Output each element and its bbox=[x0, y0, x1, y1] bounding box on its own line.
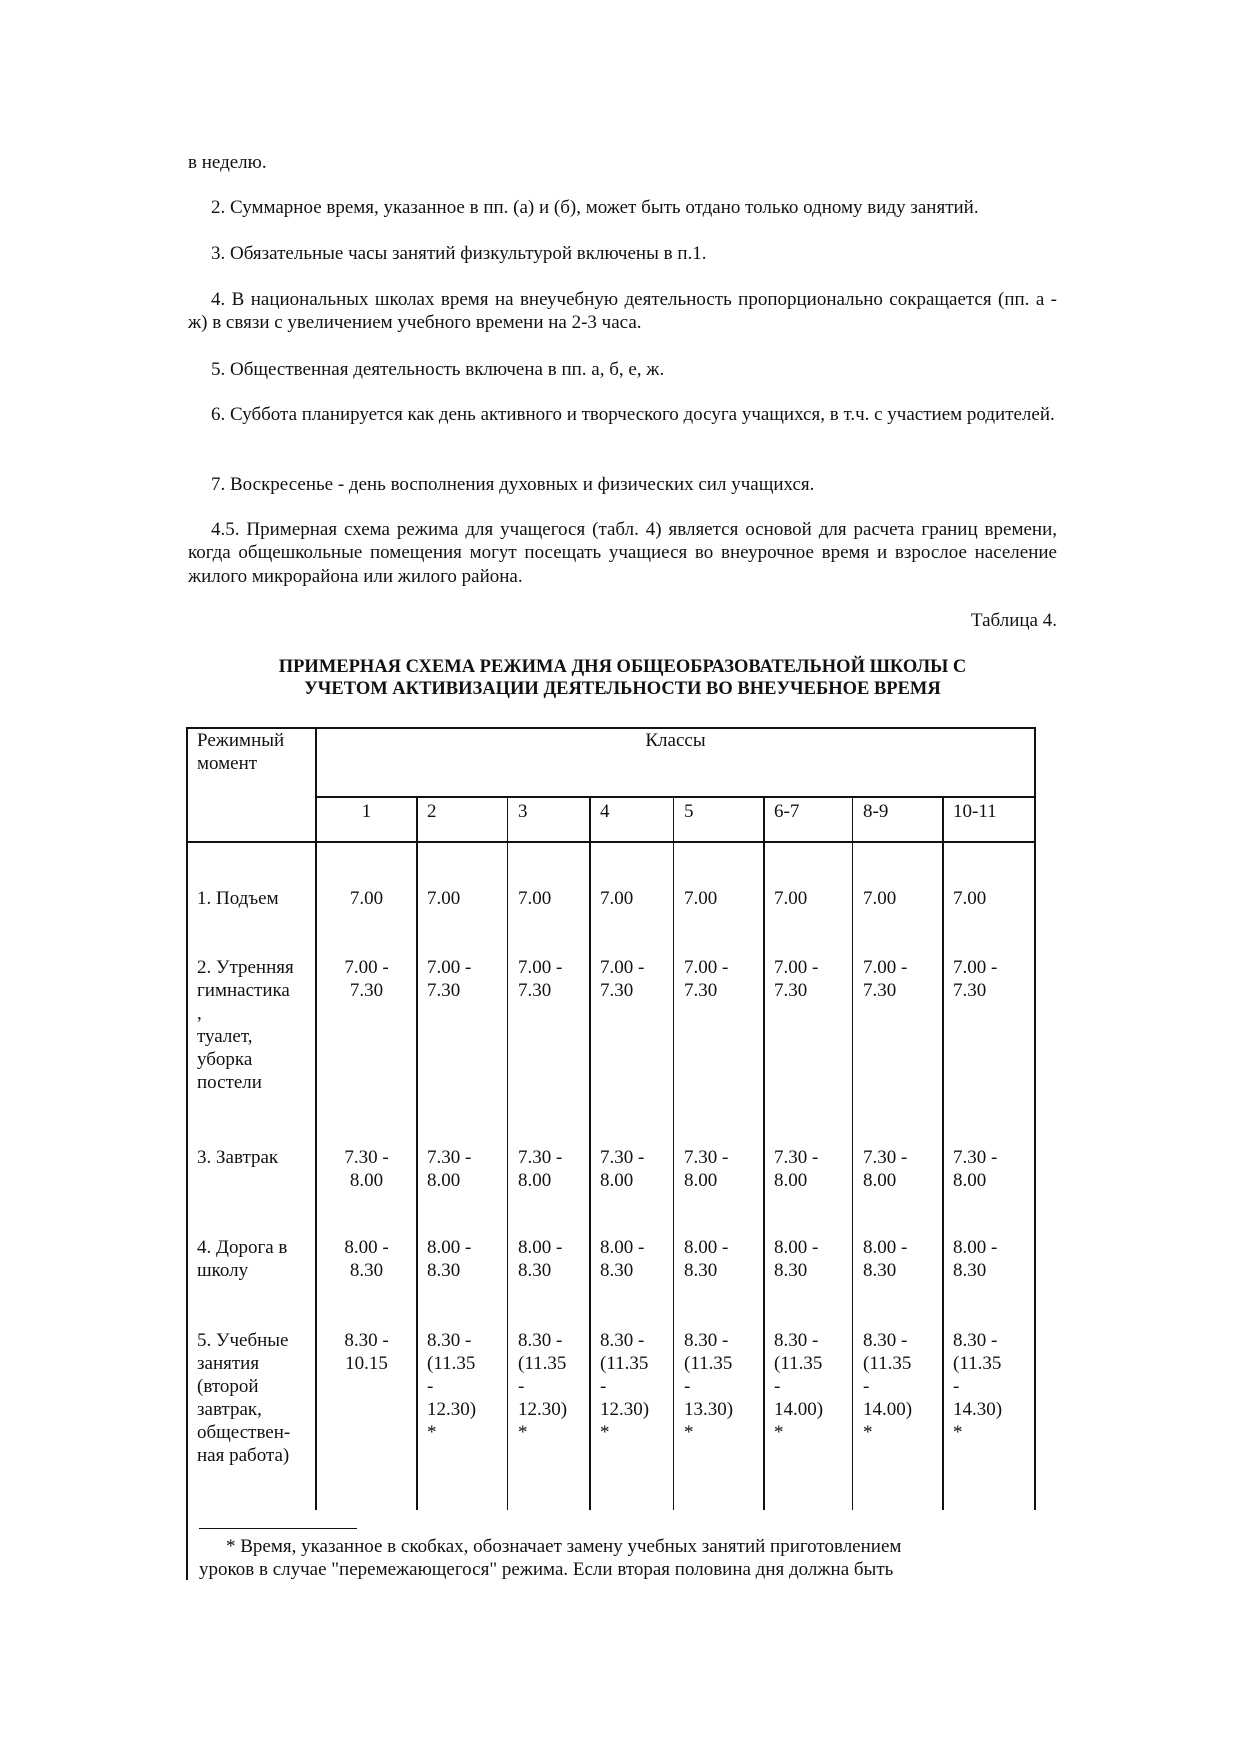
table-border-left bbox=[186, 727, 188, 1580]
paragraph: 2. Суммарное время, указанное в пп. (а) … bbox=[211, 197, 979, 218]
table-cell: 7.00 bbox=[600, 888, 634, 909]
class-header: 10-11 bbox=[953, 801, 997, 822]
header-moment: Режимный момент bbox=[197, 730, 285, 774]
class-header: 3 bbox=[518, 801, 528, 822]
table-cell: 8.00 - 8.30 bbox=[684, 1237, 729, 1281]
table-cell: 7.00 bbox=[953, 888, 987, 909]
class-header: 2 bbox=[427, 801, 437, 822]
row-label: 3. Завтрак bbox=[197, 1147, 279, 1168]
table-cell: 7.30 - 8.00 bbox=[518, 1147, 563, 1191]
class-header: 1 bbox=[361, 801, 372, 822]
table-cell: 8.30 - (11.35 - 12.30) * bbox=[427, 1330, 477, 1443]
column-divider bbox=[416, 796, 418, 1510]
table-cell: 8.30 - (11.35 - 12.30) * bbox=[600, 1330, 650, 1443]
table-cell: 7.00 bbox=[427, 888, 461, 909]
table-caption: Таблица 4. bbox=[970, 610, 1057, 631]
table-cell: 7.00 bbox=[518, 888, 552, 909]
class-header: 5 bbox=[684, 801, 694, 822]
table-title: ПРИМЕРНАЯ СХЕМА РЕЖИМА ДНЯ ОБЩЕОБРАЗОВАТ… bbox=[278, 657, 967, 677]
paragraph: в неделю. bbox=[188, 152, 267, 173]
column-divider bbox=[942, 796, 944, 1510]
table-cell: 8.00 - 8.30 bbox=[344, 1237, 389, 1281]
table-title: УЧЕТОМ АКТИВИЗАЦИИ ДЕЯТЕЛЬНОСТИ ВО ВНЕУЧ… bbox=[304, 679, 941, 699]
class-header: 8-9 bbox=[863, 801, 889, 822]
table-cell: 7.30 - 8.00 bbox=[600, 1147, 645, 1191]
row-label: 1. Подъем bbox=[197, 888, 279, 909]
table-cell: 8.00 - 8.30 bbox=[600, 1237, 645, 1281]
paragraph: 3. Обязательные часы занятий физкультуро… bbox=[211, 243, 707, 264]
table-cell: 7.30 - 8.00 bbox=[953, 1147, 998, 1191]
header-classes: Классы bbox=[645, 730, 706, 751]
column-divider bbox=[673, 796, 674, 1510]
table-cell: 8.00 - 8.30 bbox=[863, 1237, 908, 1281]
table-cell: 7.00 - 7.30 bbox=[518, 957, 563, 1001]
row-label: 4. Дорога в школу bbox=[197, 1237, 288, 1281]
table-cell: 8.00 - 8.30 bbox=[953, 1237, 998, 1281]
table-cell: 7.00 bbox=[349, 888, 384, 909]
footnote: уроков в случае "перемежающегося" режима… bbox=[199, 1559, 894, 1580]
table-cell: 7.30 - 8.00 bbox=[684, 1147, 729, 1191]
column-divider bbox=[763, 796, 765, 1510]
row-label: 2. Утренняя гимнастика , туалет, уборка … bbox=[197, 957, 294, 1093]
table-cell: 8.00 - 8.30 bbox=[518, 1237, 563, 1281]
table-cell: 7.30 - 8.00 bbox=[427, 1147, 472, 1191]
paragraph: 5. Общественная деятельность включена в … bbox=[211, 359, 665, 380]
table-cell: 8.00 - 8.30 bbox=[427, 1237, 472, 1281]
table-cell: 7.00 bbox=[863, 888, 897, 909]
paragraph: 6. Суббота планируется как день активног… bbox=[211, 404, 1055, 425]
table-cell: 7.00 bbox=[684, 888, 718, 909]
table-cell: 8.30 - 10.15 bbox=[344, 1330, 389, 1374]
table-cell: 8.30 - (11.35 - 14.00) * bbox=[863, 1330, 913, 1443]
column-divider bbox=[589, 796, 591, 1510]
column-divider bbox=[315, 727, 317, 1510]
table-cell: 8.30 - (11.35 - 14.30) * bbox=[953, 1330, 1003, 1443]
paragraph: 4. В национальных школах время на внеуче… bbox=[188, 289, 1057, 334]
table-cell: 7.00 - 7.30 bbox=[600, 957, 645, 1001]
column-divider bbox=[852, 796, 853, 1510]
table-border bbox=[187, 727, 1036, 729]
paragraph: 4.5. Примерная схема режима для учащегос… bbox=[188, 519, 1057, 587]
footnote-rule bbox=[199, 1528, 357, 1529]
table-cell: 7.30 - 8.00 bbox=[344, 1147, 389, 1191]
table-cell: 7.00 - 7.30 bbox=[863, 957, 908, 1001]
table-cell: 7.00 bbox=[774, 888, 808, 909]
class-header: 6-7 bbox=[774, 801, 800, 822]
table-cell: 7.30 - 8.00 bbox=[774, 1147, 819, 1191]
class-header: 4 bbox=[600, 801, 610, 822]
table-cell: 7.00 - 7.30 bbox=[684, 957, 729, 1001]
table-cell: 7.00 - 7.30 bbox=[427, 957, 472, 1001]
footnote: * Время, указанное в скобках, обозначает… bbox=[226, 1536, 902, 1557]
table-border bbox=[187, 841, 1036, 843]
table-border-right bbox=[1034, 727, 1036, 1510]
column-divider bbox=[507, 796, 508, 1510]
table-cell: 8.30 - (11.35 - 14.00) * bbox=[774, 1330, 824, 1443]
table-cell: 7.00 - 7.30 bbox=[344, 957, 389, 1001]
table-cell: 8.30 - (11.35 - 12.30) * bbox=[518, 1330, 568, 1443]
table-cell: 7.00 - 7.30 bbox=[953, 957, 998, 1001]
table-border bbox=[316, 796, 1036, 798]
table-cell: 8.30 - (11.35 - 13.30) * bbox=[684, 1330, 734, 1443]
table-cell: 7.00 - 7.30 bbox=[774, 957, 819, 1001]
paragraph: 7. Воскресенье - день восполнения духовн… bbox=[211, 474, 815, 495]
table-cell: 8.00 - 8.30 bbox=[774, 1237, 819, 1281]
row-label: 5. Учебные занятия (второй завтрак, обще… bbox=[197, 1330, 291, 1466]
table-cell: 7.30 - 8.00 bbox=[863, 1147, 908, 1191]
